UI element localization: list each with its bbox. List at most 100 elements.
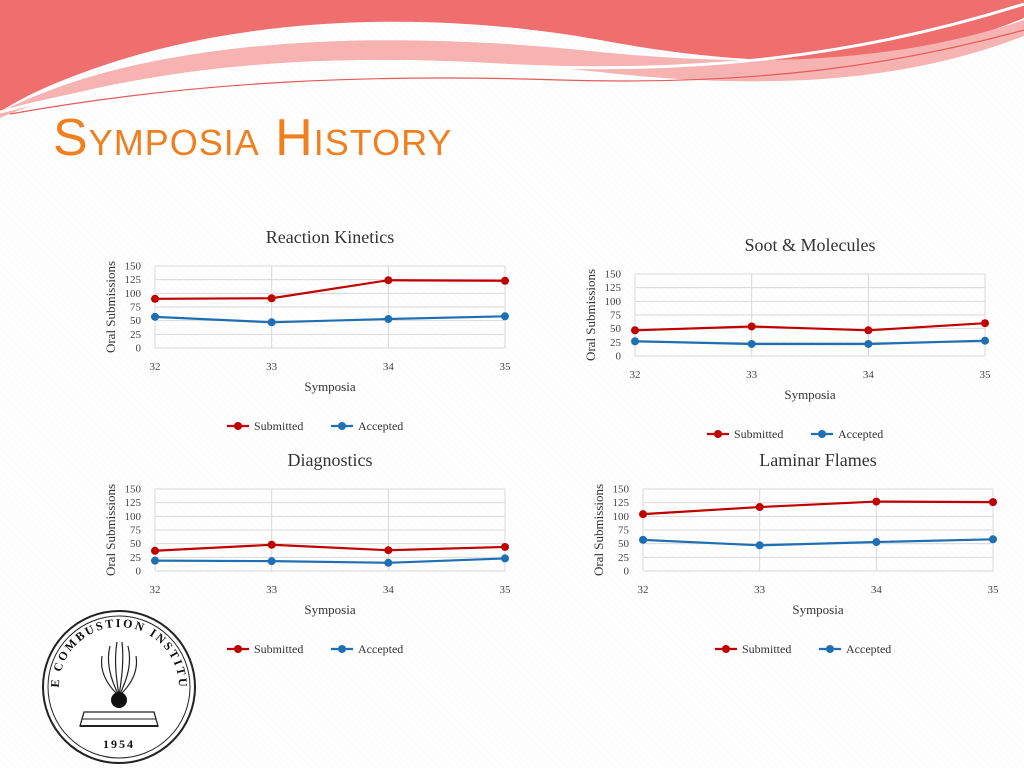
y-tick-label: 0 xyxy=(624,566,630,578)
y-tick-label: 75 xyxy=(618,525,630,537)
x-tick-label: 35 xyxy=(980,369,992,381)
y-tick-label: 150 xyxy=(125,484,142,496)
seal-year: 1954 xyxy=(103,737,135,751)
x-axis-title: Symposia xyxy=(304,379,356,394)
x-tick-label: 35 xyxy=(988,584,1000,596)
legend-marker xyxy=(338,422,346,430)
wave-band-mid xyxy=(0,20,1024,118)
data-point-accepted xyxy=(981,336,989,345)
chart-title: Diagnostics xyxy=(288,450,373,470)
y-tick-label: 150 xyxy=(125,261,142,273)
data-point-submitted xyxy=(384,276,393,285)
y-tick-label: 0 xyxy=(136,343,142,355)
data-point-submitted xyxy=(639,510,647,519)
legend-label: Submitted xyxy=(742,642,791,656)
legend-marker xyxy=(234,645,242,653)
data-point-accepted xyxy=(384,558,393,567)
y-axis-title: Oral Submissions xyxy=(103,261,118,353)
chart-diagnostics: Diagnostics 0 25 50 75 100 125 150 32 33 34 35 Sympo… xyxy=(100,445,520,667)
data-point-accepted xyxy=(267,318,276,327)
y-tick-label: 75 xyxy=(130,302,142,314)
y-tick-label: 50 xyxy=(610,323,622,335)
y-tick-label: 75 xyxy=(130,525,142,537)
legend-marker xyxy=(818,430,826,438)
y-axis-title: Oral Submissions xyxy=(591,484,606,576)
header-wave-decoration xyxy=(0,0,1024,118)
legend-label: Submitted xyxy=(734,427,783,441)
y-tick-label: 125 xyxy=(125,497,142,509)
data-point-accepted xyxy=(384,315,393,324)
y-tick-label: 100 xyxy=(125,511,142,523)
legend-label: Accepted xyxy=(838,427,883,441)
book-icon xyxy=(79,711,159,727)
y-tick-label: 25 xyxy=(130,552,142,564)
wave-line-1 xyxy=(0,2,1024,114)
data-point-accepted xyxy=(989,535,997,544)
data-point-submitted xyxy=(631,326,639,335)
y-tick-label: 125 xyxy=(605,282,622,294)
y-tick-label: 25 xyxy=(610,337,622,349)
legend-marker xyxy=(826,645,834,653)
data-point-accepted xyxy=(501,554,509,563)
combustion-institute-seal-logo: THE COMBUSTION INSTITUTE 1954 xyxy=(40,608,196,764)
burner-ball xyxy=(111,692,127,708)
y-tick-label: 100 xyxy=(605,296,622,308)
legend-label: Submitted xyxy=(254,419,303,433)
chart-laminar-flames: Laminar Flames 0 25 50 75 100 125 150 32 33 34 35 Sy… xyxy=(588,445,1008,667)
y-tick-label: 50 xyxy=(130,538,142,550)
chart-title: Laminar Flames xyxy=(759,450,876,470)
legend-label: Accepted xyxy=(846,642,891,656)
slide-title: Symposia History xyxy=(53,109,453,167)
x-tick-label: 35 xyxy=(500,361,512,373)
x-tick-label: 33 xyxy=(746,369,758,381)
y-tick-label: 50 xyxy=(130,315,142,327)
data-point-submitted xyxy=(501,542,509,551)
y-tick-label: 150 xyxy=(613,484,630,496)
y-tick-label: 0 xyxy=(136,566,142,578)
x-tick-label: 34 xyxy=(383,584,395,596)
legend-marker xyxy=(338,645,346,653)
series-line-accepted xyxy=(154,557,506,564)
x-tick-label: 35 xyxy=(500,584,512,596)
data-point-submitted xyxy=(501,276,509,285)
chart-title: Soot & Molecules xyxy=(745,235,876,255)
data-point-accepted xyxy=(267,557,276,566)
x-tick-label: 34 xyxy=(863,369,875,381)
data-point-accepted xyxy=(151,312,159,321)
data-point-accepted xyxy=(151,556,159,565)
y-tick-label: 0 xyxy=(616,351,622,363)
y-tick-label: 25 xyxy=(130,329,142,341)
data-point-submitted xyxy=(384,546,393,555)
data-point-accepted xyxy=(747,339,756,348)
x-tick-label: 33 xyxy=(266,584,278,596)
data-point-accepted xyxy=(864,339,873,348)
data-point-submitted xyxy=(747,322,756,331)
y-axis-title: Oral Submissions xyxy=(583,269,598,361)
x-tick-label: 34 xyxy=(871,584,883,596)
series-line-submitted xyxy=(634,322,986,332)
y-tick-label: 50 xyxy=(618,538,630,550)
x-axis-title: Symposia xyxy=(784,387,836,402)
legend-marker xyxy=(234,422,242,430)
x-tick-label: 33 xyxy=(754,584,766,596)
legend-label: Accepted xyxy=(358,419,403,433)
wave-band-top xyxy=(0,0,1024,112)
chart-title: Reaction Kinetics xyxy=(266,227,394,247)
series-line-submitted xyxy=(154,279,506,300)
legend-marker xyxy=(714,430,722,438)
y-tick-label: 25 xyxy=(618,552,630,564)
data-point-submitted xyxy=(989,498,997,507)
x-tick-label: 32 xyxy=(638,584,649,596)
data-point-accepted xyxy=(631,337,639,346)
series-line-accepted xyxy=(154,315,506,324)
x-tick-label: 32 xyxy=(150,361,161,373)
legend-marker xyxy=(722,645,730,653)
y-tick-label: 75 xyxy=(610,310,622,322)
x-tick-label: 34 xyxy=(383,361,395,373)
data-point-submitted xyxy=(267,294,276,303)
x-axis-title: Symposia xyxy=(304,602,356,617)
x-tick-label: 33 xyxy=(266,361,278,373)
data-point-submitted xyxy=(755,503,764,512)
